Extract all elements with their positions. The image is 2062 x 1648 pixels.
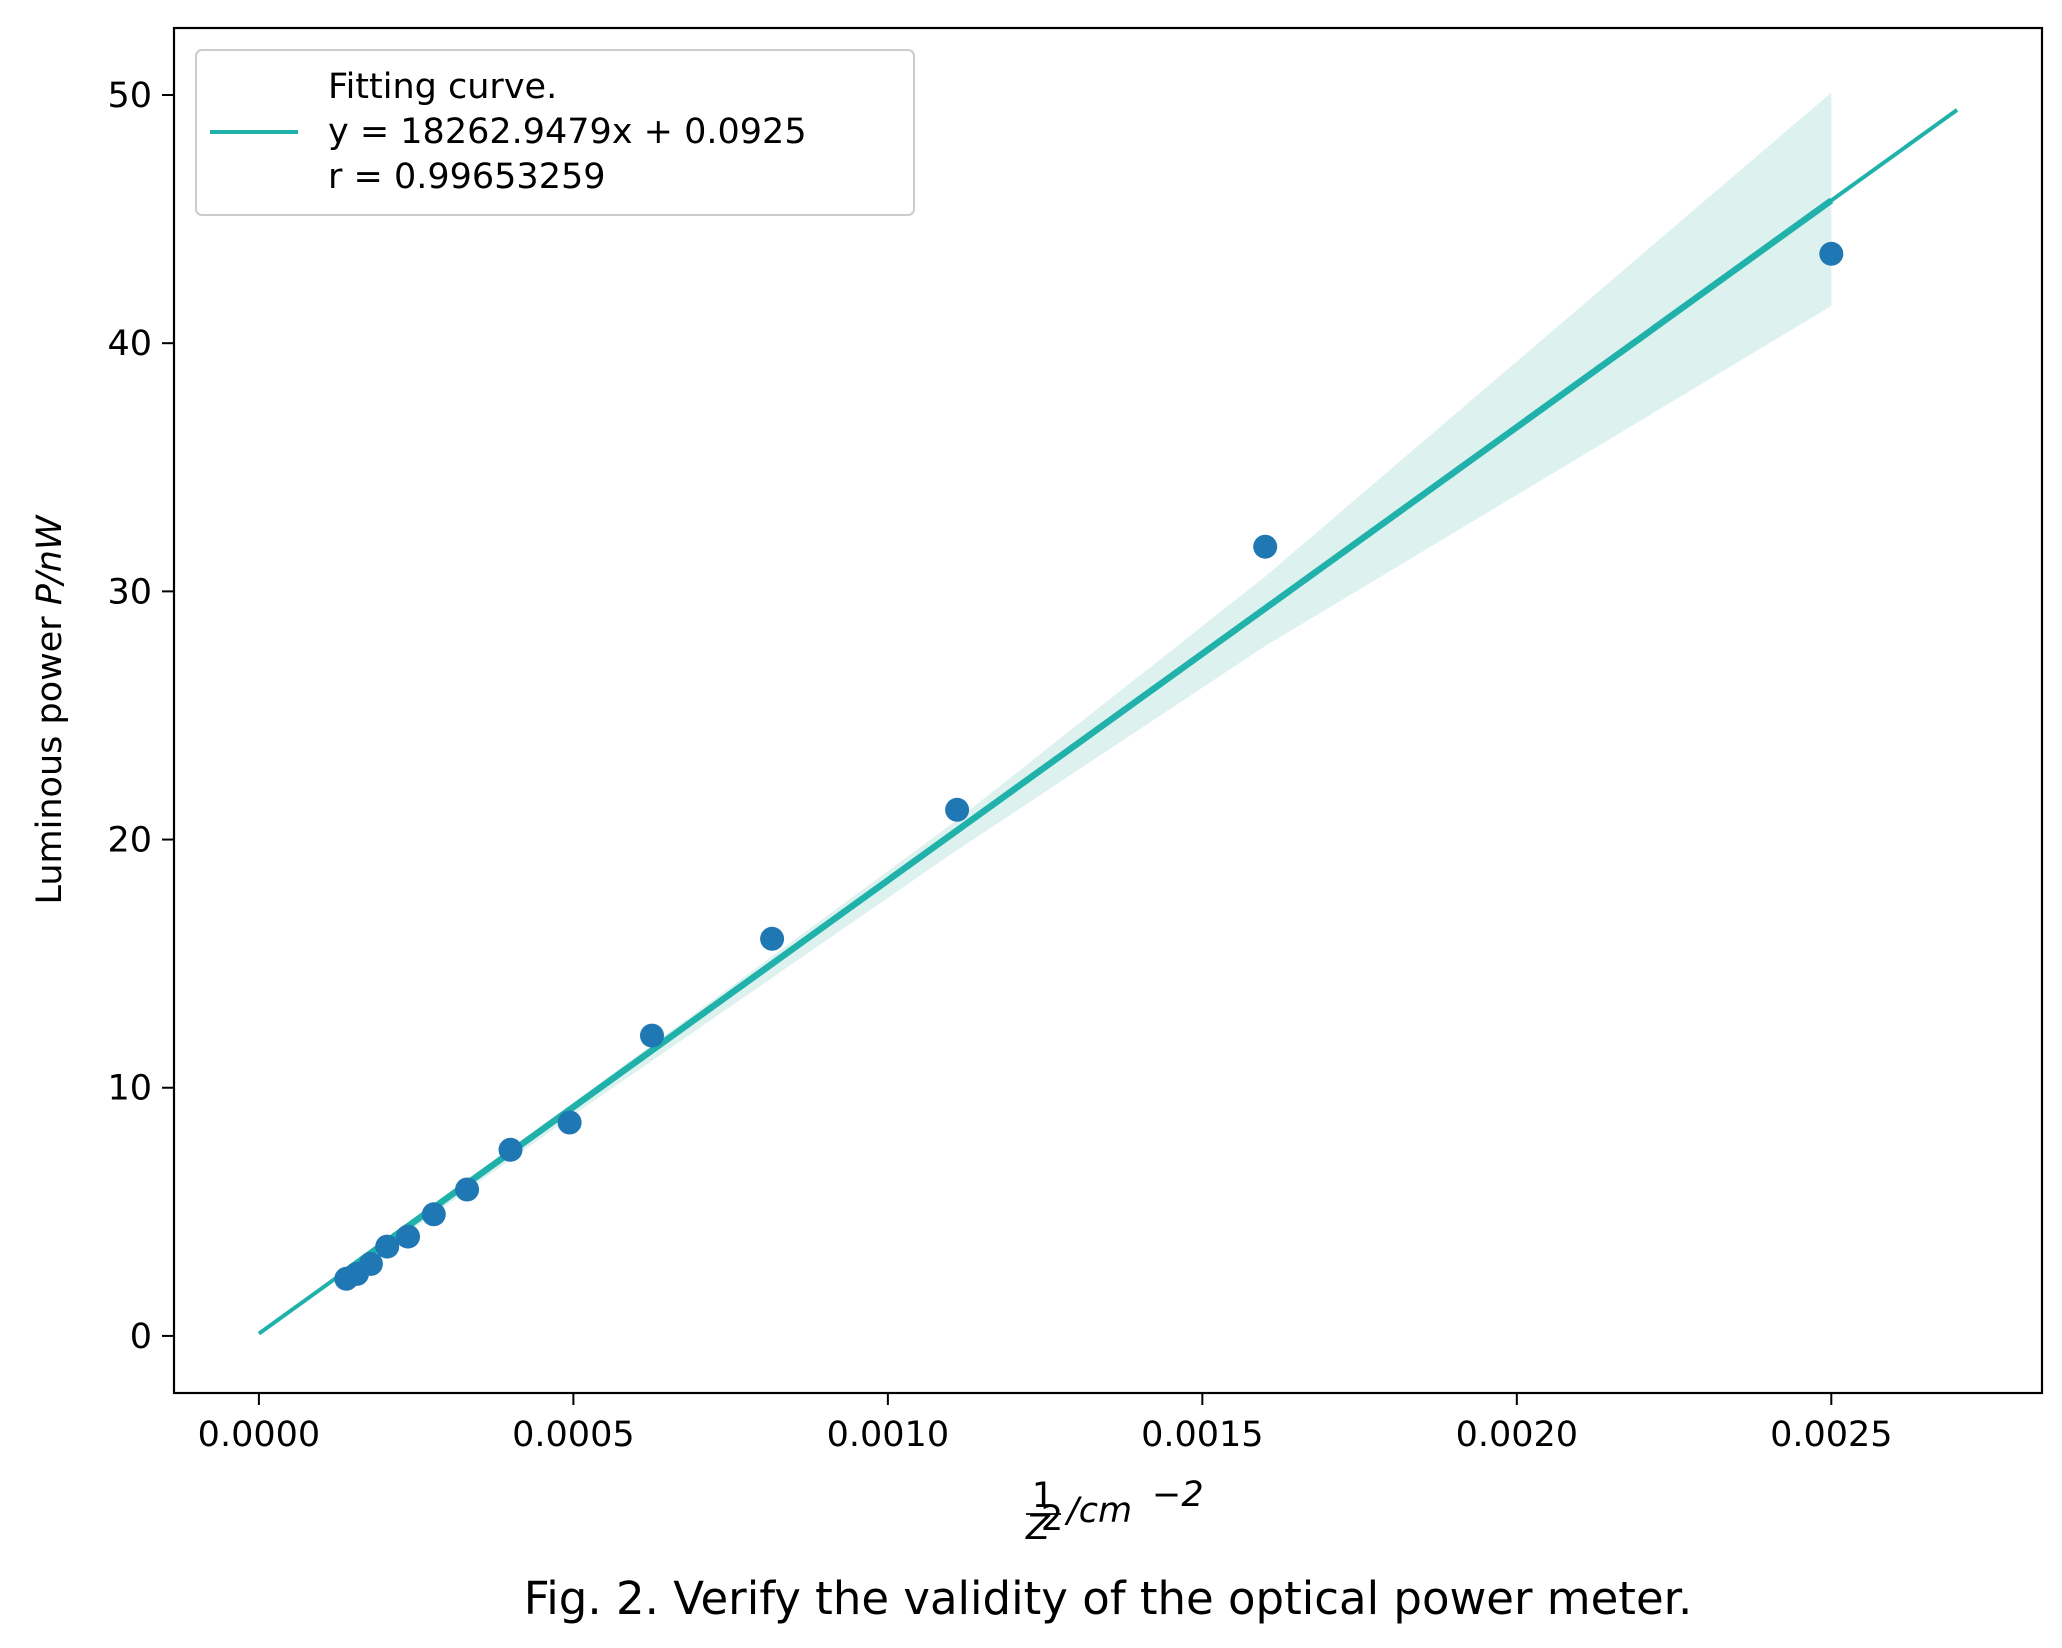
data-point [498,1137,523,1162]
x-axis: 0.0000 0.0005 0.0010 0.0015 0.0020 0.0025 [198,1393,1893,1455]
x-tick-label: 0.0015 [1141,1415,1263,1455]
x-tick-label: 0.0005 [512,1415,634,1455]
x-label-denominator: Z [1025,1508,1051,1548]
data-point [1819,241,1844,266]
fit-line-segment [344,197,1834,1274]
y-tick-label: 10 [107,1069,152,1109]
y-tick-label: 50 [107,76,152,116]
figure-caption: Fig. 2. Verify the validity of the optic… [524,1572,1693,1625]
x-label-numerator: 1 [1032,1476,1054,1516]
data-point [455,1177,480,1202]
legend-entry-line-1: Fitting curve. [328,67,557,107]
x-tick-label: 0.0000 [198,1415,320,1455]
data-point [945,797,970,822]
scatter-points [334,241,1844,1291]
legend-entry-line-2: y = 18262.9479x + 0.0925 [328,112,807,152]
data-point [760,926,785,951]
x-tick-label: 0.0020 [1456,1415,1578,1455]
x-label-denominator-exponent: 2 [1041,1499,1063,1539]
legend: Fitting curve. y = 18262.9479x + 0.0925 … [195,49,915,216]
data-point [421,1202,446,1227]
y-tick-label: 20 [107,821,152,861]
y-tick-label: 30 [107,572,152,612]
data-point [640,1023,664,1048]
y-axis: 0 10 20 30 40 50 [107,76,174,1357]
x-tick-label: 0.0010 [827,1415,949,1455]
data-point [557,1110,582,1135]
data-point [334,1266,359,1291]
x-label-unit: /cm [1064,1491,1132,1531]
plot-frame [172,26,2044,1395]
legend-entry-line-3: r = 0.99653259 [328,157,606,197]
x-axis-label: 1 Z 2 /cm −2 [1025,1475,1204,1548]
y-tick-label: 40 [107,324,152,364]
y-tick-label: 0 [130,1317,152,1357]
data-point [1253,534,1278,559]
fit-line [257,108,1959,1336]
y-axis-label: Luminous power P/nW [30,514,70,904]
x-tick-label: 0.0025 [1770,1415,1892,1455]
data-point [375,1234,400,1259]
data-point [396,1224,420,1249]
x-label-unit-exponent: −2 [1152,1475,1204,1515]
legend-box [195,49,915,216]
